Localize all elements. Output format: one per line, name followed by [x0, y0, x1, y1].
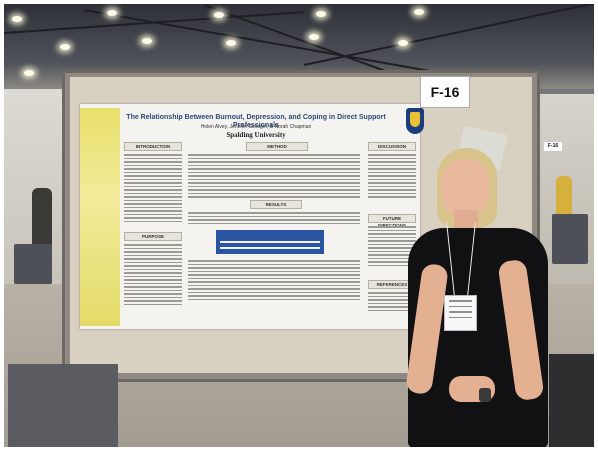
purpose-text	[124, 242, 182, 307]
poster-university: Spalding University	[226, 131, 286, 139]
results-text	[188, 210, 360, 226]
method-text	[188, 152, 360, 200]
ceiling-light	[24, 70, 34, 76]
background-person	[32, 188, 52, 258]
adjacent-booth-sign: F-16	[544, 142, 562, 151]
section-header-method: METHOD	[246, 142, 308, 151]
background-chair	[14, 244, 52, 284]
results-table-row	[220, 241, 320, 243]
poster-authors: Helen Alvey, Jennifer Schager, & Norah C…	[200, 124, 312, 130]
results-table-row	[220, 247, 320, 249]
ceiling-light	[214, 12, 224, 18]
hypothesis-text	[188, 258, 360, 302]
ceiling-light	[398, 40, 408, 46]
background-chair	[552, 214, 588, 264]
section-header-future-directions: FUTURE DIRECTIONS	[368, 214, 416, 228]
wristwatch-icon	[479, 388, 491, 402]
poster-title: The Relationship Between Burnout, Depres…	[126, 114, 386, 129]
photo: The Relationship Between Burnout, Depres…	[4, 4, 594, 447]
section-header-results: RESULTS	[250, 200, 302, 209]
name-badge	[444, 295, 477, 331]
university-logo-icon	[406, 108, 424, 134]
ceiling-light	[309, 34, 319, 40]
booth-number-sign: F-16	[420, 76, 470, 108]
discussion-text	[368, 152, 416, 200]
person-face	[441, 159, 489, 219]
section-header-introduction: INTRODUCTION	[124, 142, 182, 151]
ceiling-light	[142, 38, 152, 44]
ceiling-light	[226, 40, 236, 46]
references-text	[368, 290, 416, 313]
ceiling-light	[316, 11, 326, 17]
research-poster: The Relationship Between Burnout, Depres…	[80, 104, 424, 329]
ceiling-light	[107, 10, 117, 16]
poster-decorative-band	[80, 108, 120, 326]
introduction-text	[124, 152, 182, 224]
ceiling-light	[60, 44, 70, 50]
future-directions-text	[368, 224, 416, 268]
foreground-rack	[549, 354, 594, 447]
ceiling-light	[414, 9, 424, 15]
foreground-chair	[8, 364, 118, 447]
section-header-purpose: PURPOSE	[124, 232, 182, 241]
section-header-discussion: DISCUSSION	[368, 142, 416, 151]
ceiling-light	[12, 16, 22, 22]
